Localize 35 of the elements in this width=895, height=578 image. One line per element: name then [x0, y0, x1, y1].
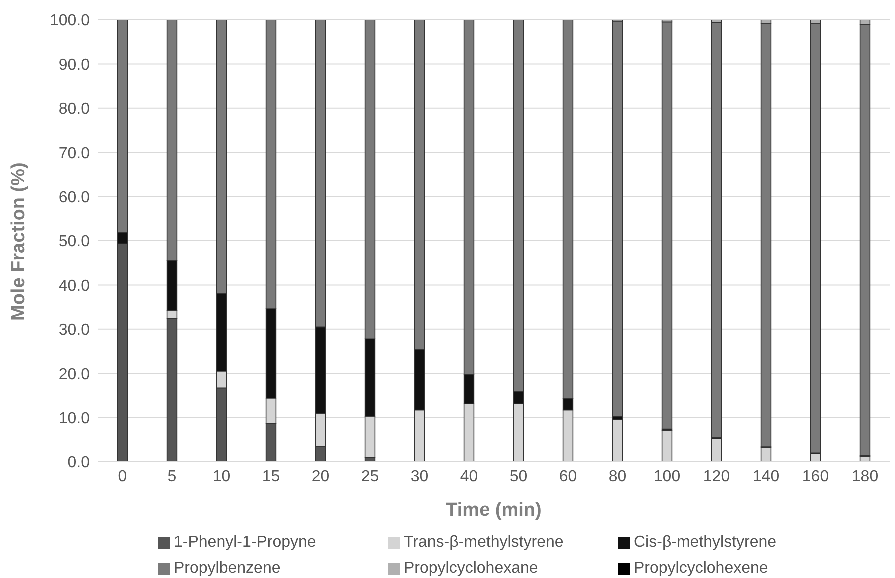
y-tick-label: 60.0 [58, 189, 90, 206]
y-tick-label: 20.0 [58, 366, 90, 384]
x-axis-title: Time (min) [446, 500, 542, 521]
x-tick-label: 120 [703, 468, 730, 486]
x-tick-label: 80 [608, 468, 627, 486]
y-tick-label: 100.0 [50, 12, 90, 30]
x-tick-label: 10 [212, 468, 231, 486]
y-tick-label: 70.0 [58, 145, 90, 162]
legend-label: Propylcyclohexene [634, 560, 768, 578]
x-tick-label: 15 [262, 468, 280, 486]
x-tick-label: 30 [410, 468, 429, 486]
y-tick-label: 50.0 [58, 234, 90, 251]
x-tick-label: 0 [118, 468, 128, 486]
x-tick-label: 5 [168, 468, 177, 486]
x-tick-label: 140 [752, 468, 780, 486]
x-tick-label: 40 [460, 468, 478, 486]
x-tick-label: 20 [312, 468, 330, 486]
legend-label: Propylbenzene [174, 560, 281, 578]
y-tick-label: 10.0 [58, 410, 90, 428]
x-tick-label: 100 [654, 468, 681, 486]
x-tick-label: 160 [802, 468, 830, 486]
x-tick-label: 180 [852, 468, 879, 486]
x-tick-label: 60 [559, 468, 578, 486]
legend-label: Propylcyclohexane [404, 560, 538, 578]
legend-label: Trans-β-methylstyrene [404, 534, 564, 552]
x-tick-label: 50 [510, 468, 528, 486]
y-tick-label: 90.0 [58, 56, 90, 74]
y-tick-label: 30.0 [58, 322, 90, 340]
y-tick-label: 80.0 [58, 101, 90, 118]
y-tick-label: 40.0 [58, 278, 90, 295]
y-tick-label: 0.0 [68, 454, 90, 472]
y-axis-title: Mole Fraction (%) [8, 162, 30, 321]
legend-label: Cis-β-methylstyrene [634, 534, 777, 552]
x-tick-label: 25 [361, 468, 380, 486]
legend-label: 1-Phenyl-1-Propyne [174, 534, 316, 552]
